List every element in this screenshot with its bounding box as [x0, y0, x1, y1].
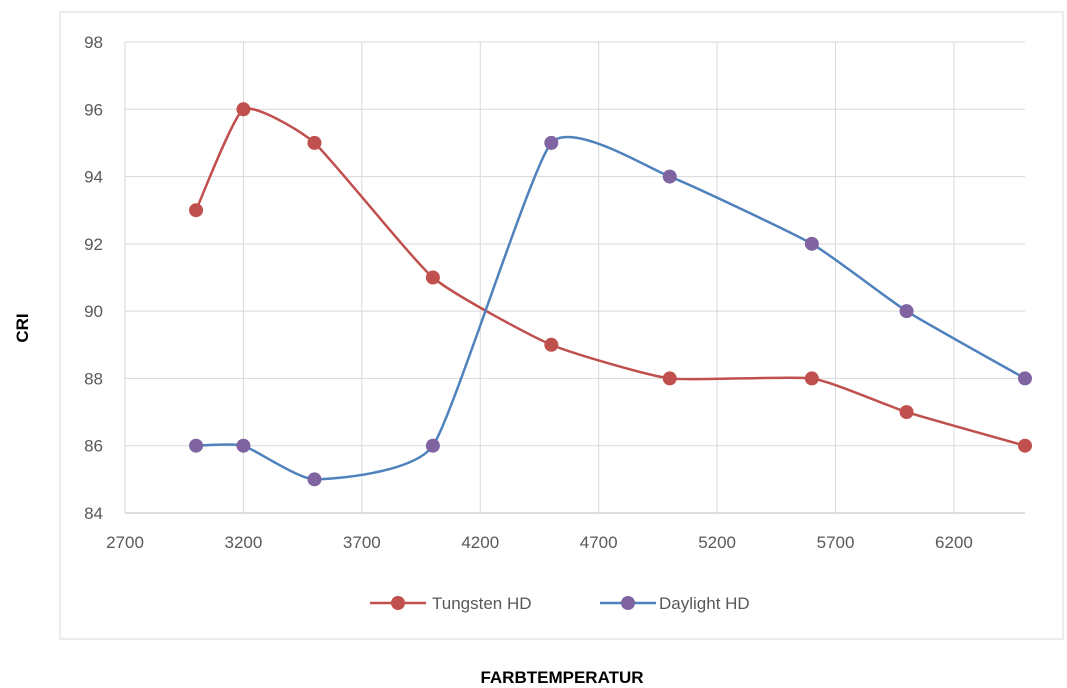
legend-entry: Tungsten HD: [370, 594, 532, 613]
x-tick-label: 3200: [225, 533, 263, 552]
legend-marker: [621, 596, 635, 610]
x-tick-label: 3700: [343, 533, 381, 552]
y-tick-label: 96: [84, 100, 103, 119]
data-point: [189, 438, 204, 453]
x-tick-label: 4700: [580, 533, 618, 552]
data-point: [662, 371, 677, 386]
series-1: [189, 102, 1032, 453]
legend-label: Daylight HD: [659, 594, 750, 613]
x-tick-label: 6200: [935, 533, 973, 552]
plot-frame: [59, 11, 1064, 640]
x-axis-title: FARBTEMPERATUR: [480, 668, 643, 687]
x-tick-label: 4200: [461, 533, 499, 552]
gridlines: [124, 41, 1025, 514]
data-point: [307, 135, 322, 150]
data-point: [544, 337, 559, 352]
data-point: [307, 472, 322, 487]
legend: Tungsten HD Daylight HD: [370, 594, 750, 613]
legend-label: Tungsten HD: [432, 594, 532, 613]
data-point: [236, 102, 251, 117]
y-tick-label: 98: [84, 33, 103, 52]
series-group: [189, 102, 1032, 487]
data-point: [189, 203, 204, 218]
y-tick-label: 90: [84, 302, 103, 321]
y-tick-label: 86: [84, 437, 103, 456]
data-point: [804, 236, 819, 251]
y-tick-label: 88: [84, 369, 103, 388]
data-point: [425, 270, 440, 285]
axes: 84 86 88 90 92 94 96 98 2700 3200 3700 4200 4700 5200…: [84, 33, 1025, 552]
data-point: [899, 405, 914, 420]
data-point: [899, 304, 914, 319]
data-point: [236, 438, 251, 453]
y-axis-title: CRI: [13, 313, 32, 342]
data-point: [1018, 371, 1032, 386]
y-tick-label: 84: [84, 504, 103, 523]
x-tick-label: 5700: [817, 533, 855, 552]
y-tick-label: 94: [84, 168, 103, 187]
data-point: [804, 371, 819, 386]
x-tick-label: 2700: [106, 533, 144, 552]
legend-marker: [391, 596, 405, 610]
legend-entry: Daylight HD: [600, 594, 750, 613]
x-tick-label: 5200: [698, 533, 736, 552]
series-2: [189, 135, 1032, 487]
data-point: [425, 438, 440, 453]
data-point: [662, 169, 677, 184]
y-tick-label: 92: [84, 235, 103, 254]
data-point: [544, 135, 559, 150]
data-point: [1018, 438, 1032, 453]
